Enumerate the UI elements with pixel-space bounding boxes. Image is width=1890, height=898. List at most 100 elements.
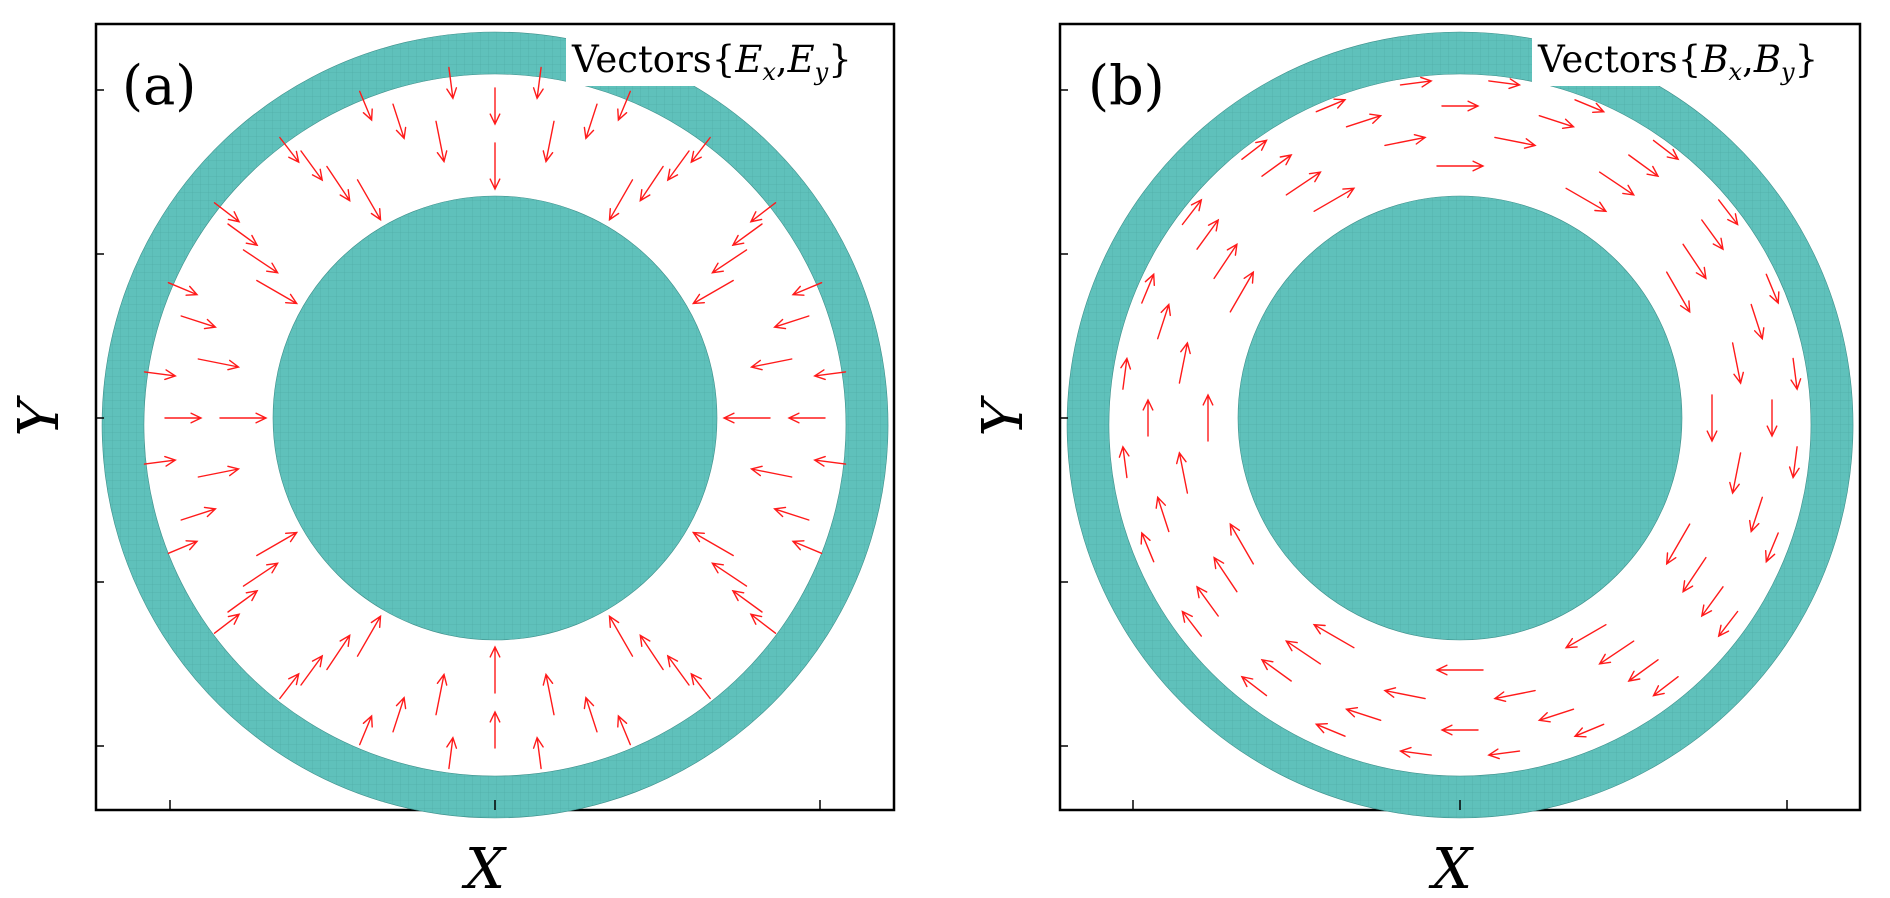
- panel-b-field-arrow-59: [1118, 445, 1130, 479]
- panel-b-field-arrow-41: [1261, 154, 1293, 177]
- panel-b-field-arrow-5: [1229, 522, 1254, 565]
- panel-b-x-axis-label: X: [1428, 837, 1474, 898]
- panel-b-field-arrow-19: [1176, 451, 1189, 494]
- panel-b-field-arrow-69: [1718, 199, 1739, 226]
- panel-b-field-arrow-17: [1284, 640, 1322, 665]
- panel-a-field-arrow-22: [326, 165, 351, 202]
- panel-a-field-arrow-19: [197, 465, 241, 478]
- panel-a-field-arrow-51: [690, 672, 711, 700]
- panel-b-field-arrow-29: [1749, 496, 1763, 534]
- panel-b-field-arrow-43: [1441, 100, 1480, 112]
- panel-a-field-arrow-48: [813, 455, 847, 467]
- panel-a-field-arrow-36: [227, 589, 259, 613]
- panel-b-field-arrow-15: [1493, 689, 1536, 702]
- panel-a-field-arrow-57: [213, 613, 241, 634]
- panel-a-inner-conductor: [272, 195, 718, 641]
- panel-a-field-arrow-42: [392, 103, 407, 140]
- panel-b-field-arrow-52: [1573, 723, 1605, 738]
- panel-b-inner-conductor: [1237, 195, 1683, 641]
- panel-a-field-arrow-20: [197, 358, 241, 371]
- panel-a-field-arrow-46: [731, 223, 763, 247]
- panel-b-field-arrow-71: [1790, 357, 1802, 391]
- panel-b-field-arrow-33: [1440, 724, 1479, 736]
- panel-b-field-arrow-48: [1788, 446, 1800, 480]
- panel-a-field-arrow-41: [300, 150, 324, 182]
- panel-a-field-arrow-29: [773, 506, 810, 521]
- panel-b-y-axis-label: Y: [971, 394, 1036, 436]
- panel-b-y-ticks: [1060, 89, 1068, 747]
- panel-b-field-arrow-12: [1729, 452, 1742, 495]
- panel-b-field-arrow-39: [1157, 302, 1171, 340]
- panel-b-field-arrow-62: [1181, 198, 1203, 226]
- panel-b-field-arrow-36: [1196, 585, 1219, 617]
- panel-b-field-arrow-55: [1314, 723, 1346, 737]
- panel-b-field-arrow-37: [1155, 495, 1170, 533]
- panel-b-field-arrow-21: [1213, 242, 1238, 280]
- panel-b-field-arrow-67: [1574, 99, 1606, 113]
- panel-a-field-arrow-52: [617, 714, 631, 746]
- panel-b-field-arrow-30: [1700, 586, 1724, 618]
- panel-a-field-arrow-37: [180, 506, 217, 521]
- panel-b-field-arrow-10: [1565, 187, 1608, 213]
- panel-b-field-arrow-22: [1285, 171, 1322, 196]
- panel-a-field-arrow-11: [691, 279, 734, 305]
- panel-a-field-arrow-60: [143, 369, 177, 381]
- panel-a-field-arrow-10: [608, 179, 634, 222]
- panel-a-field-arrow-9: [489, 142, 501, 191]
- panel-b-label: (b): [1088, 54, 1165, 117]
- panel-b-x-ticks: [1132, 800, 1788, 810]
- panel-b-field-arrow-63: [1241, 139, 1268, 160]
- panel-b-field-arrow-11: [1666, 271, 1691, 314]
- panel-b-field-arrow-32: [1537, 708, 1575, 723]
- panel-a-field-arrow-4: [356, 614, 382, 657]
- panel-b-field-arrow-38: [1142, 398, 1154, 437]
- panel-a-field-arrow-30: [731, 589, 763, 613]
- panel-a-y-ticks: [96, 89, 104, 747]
- panel-a-field-arrow-53: [532, 736, 544, 770]
- panel-a-field-arrow-26: [711, 249, 748, 274]
- panel-b-field-arrow-35: [1260, 658, 1292, 682]
- panel-a-label: (a): [122, 54, 196, 117]
- panel-a-field-arrow-68: [690, 136, 711, 164]
- panel-b-field-arrow-53: [1487, 748, 1521, 760]
- panel-a-field-arrow-69: [749, 202, 777, 223]
- panel-b: Vectors{Bx,By} (b) X Y: [971, 22, 1862, 898]
- panel-a-outer-conductor: [101, 31, 889, 819]
- panel-a-field-arrow-39: [180, 315, 217, 330]
- panel-a-field-arrow-38: [164, 412, 203, 424]
- panel-a-field-arrow-40: [227, 223, 259, 247]
- panel-b-field-arrows: [1118, 76, 1802, 760]
- panel-a-legend: Vectors{Ex,Ey}: [571, 38, 852, 86]
- panel-b-field-arrow-66: [1488, 78, 1522, 90]
- panel-a: Vectors{Ex,Ey} (a) X Y: [7, 22, 896, 898]
- panel-b-field-arrow-24: [1494, 136, 1537, 149]
- panel-a-field-arrow-14: [639, 634, 664, 671]
- panel-a-field-arrow-58: [167, 540, 199, 554]
- panel-a-field-arrow-8: [356, 179, 382, 222]
- panel-b-field-arrow-8: [1313, 187, 1356, 212]
- panel-a-field-arrow-5: [256, 531, 299, 557]
- panel-a-field-arrow-34: [392, 696, 407, 733]
- panel-b-field-arrow-57: [1181, 610, 1202, 637]
- panel-b-field-arrow-44: [1538, 115, 1576, 129]
- panel-a-field-arrow-7: [256, 279, 299, 305]
- panel-a-field-arrow-28: [787, 412, 826, 424]
- panel-a-field-arrow-1: [691, 531, 734, 557]
- panel-b-outer-conductor: [1066, 31, 1854, 819]
- panel-a-field-arrow-43: [489, 87, 501, 126]
- panel-b-field-arrow-2: [1564, 624, 1607, 649]
- panel-b-legend-box: [1532, 30, 1854, 86]
- panel-a-field-arrow-49: [791, 540, 823, 554]
- panel-b-field-arrow-54: [1398, 746, 1432, 758]
- panel-a-field-arrow-15: [542, 672, 555, 716]
- panel-a-field-arrow-16: [435, 672, 448, 716]
- panel-a-field-arrow-67: [617, 90, 631, 122]
- panel-b-field-arrow-4: [1312, 623, 1355, 649]
- panel-a-field-arrow-0: [722, 412, 771, 424]
- panel-a-field-arrow-66: [532, 66, 544, 100]
- panel-b-field-arrow-18: [1213, 556, 1238, 593]
- panel-a-field-arrow-17: [326, 634, 351, 671]
- panel-b-field-arrow-46: [1701, 219, 1724, 251]
- panel-a-field-arrow-44: [583, 103, 598, 140]
